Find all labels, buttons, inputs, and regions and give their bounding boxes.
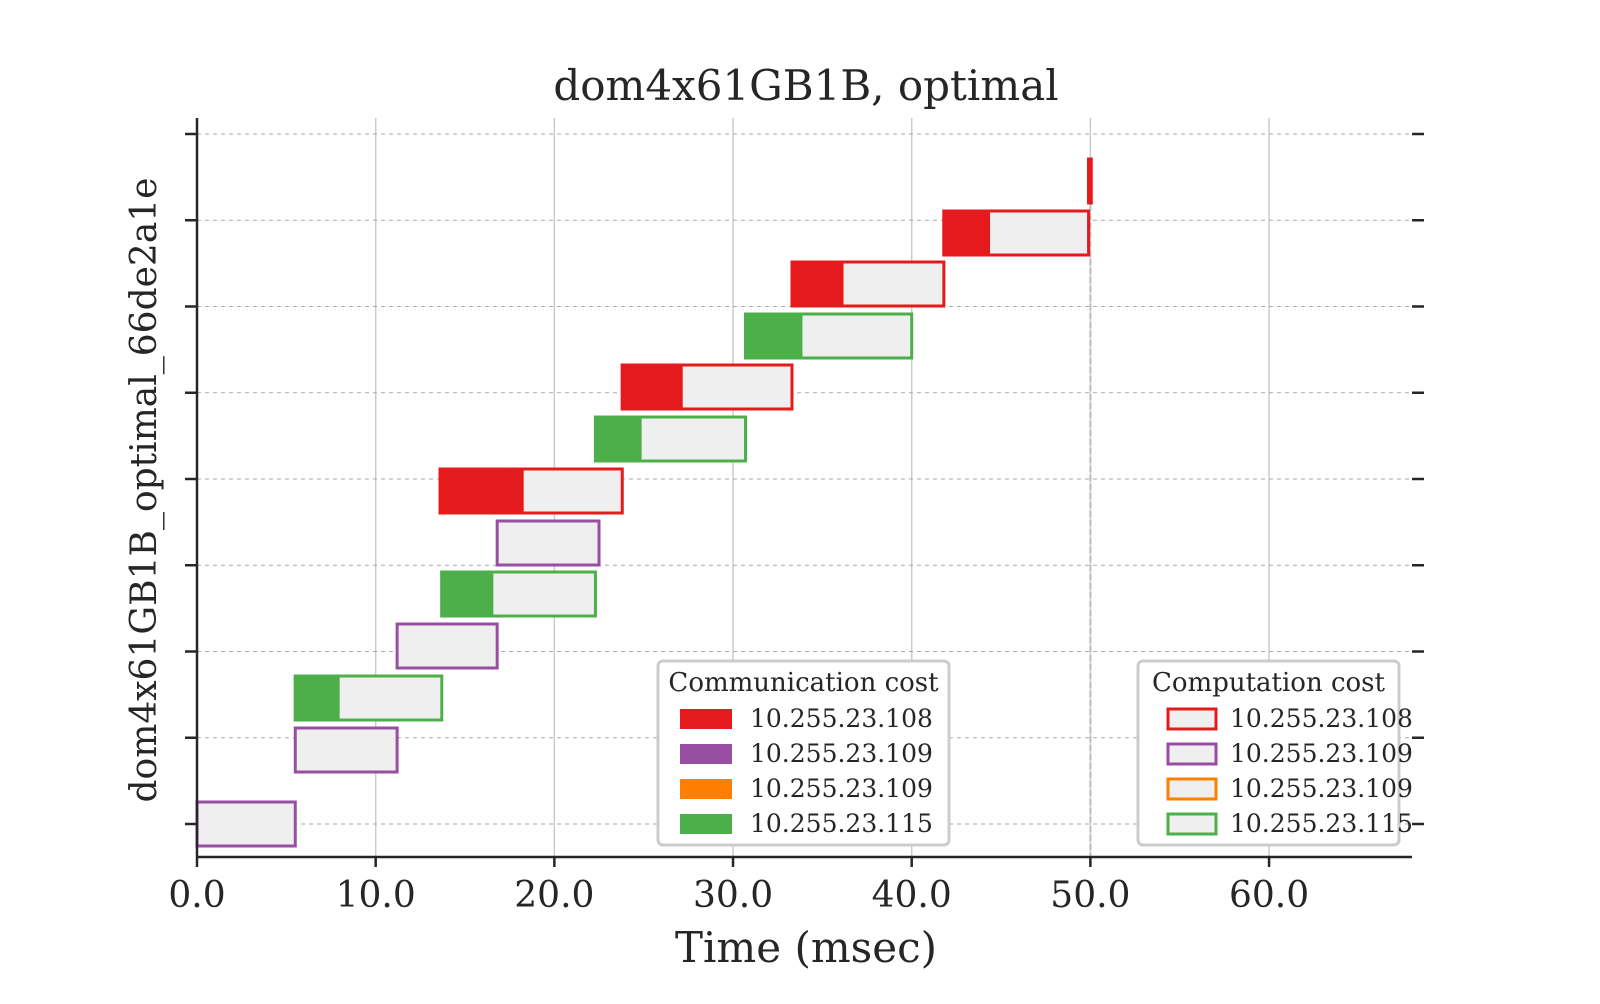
- communication-legend: Communication cost 10.255.23.108 10.255.23…: [656, 659, 951, 847]
- legend-entry-label: 10.255.23.115: [750, 809, 933, 838]
- x-tick-label: 40.0: [872, 875, 952, 916]
- x-tick-label: 30.0: [693, 875, 773, 916]
- communication-bar: [440, 570, 494, 618]
- legend-swatch: [1166, 742, 1218, 766]
- legend-title: Computation cost: [1152, 668, 1386, 698]
- communication-bar: [593, 415, 642, 463]
- legend-title: Communication cost: [668, 668, 939, 698]
- computation-bar: [293, 726, 399, 774]
- communication-bar: [620, 363, 683, 411]
- legend-swatch: [680, 814, 732, 834]
- legend-swatch: [680, 779, 732, 799]
- computation-bar: [495, 519, 601, 567]
- axes-layer: 0.0 10.0 20.0 30.0 40.0 50.0 60.0: [168, 118, 1424, 916]
- x-tick-label: 10.0: [336, 875, 416, 916]
- x-tick-label: 20.0: [514, 875, 594, 916]
- communication-bar: [942, 209, 991, 257]
- x-tick-label: 60.0: [1229, 875, 1309, 916]
- legend-swatch: [1166, 812, 1218, 836]
- legend-swatch: [680, 744, 732, 764]
- x-tick-label: 50.0: [1050, 875, 1130, 916]
- communication-bar: [1087, 157, 1092, 205]
- legend-entry-label: 10.255.23.109: [750, 739, 933, 768]
- legend-layer: Communication cost 10.255.23.108 10.255.23…: [656, 659, 1413, 847]
- chart-title: dom4x61GB1B, optimal: [553, 61, 1058, 110]
- computation-bar: [395, 622, 499, 670]
- legend-entry-label: 10.255.23.109: [750, 774, 933, 803]
- communication-bar: [744, 312, 803, 360]
- legend-entry-label: 10.255.23.108: [1230, 704, 1413, 733]
- legend-swatch: [1166, 777, 1218, 801]
- x-tick-label: 0.0: [168, 875, 225, 916]
- communication-bar: [293, 674, 340, 722]
- legend-entry-label: 10.255.23.109: [1230, 774, 1413, 803]
- legend-swatch: [680, 709, 732, 729]
- grid-layer: [197, 118, 1412, 857]
- communication-bar: [790, 260, 844, 308]
- computation-bar: [195, 800, 297, 848]
- legend-entry-label: 10.255.23.115: [1230, 809, 1413, 838]
- communication-bar: [438, 467, 524, 515]
- legend-entry-label: 10.255.23.109: [1230, 739, 1413, 768]
- legend-entry-label: 10.255.23.108: [750, 704, 933, 733]
- bars-layer: [195, 157, 1093, 848]
- legend-swatch: [1166, 707, 1218, 731]
- computation-legend: Computation cost 10.255.23.108 10.255.23.1…: [1136, 659, 1413, 847]
- y-axis-label: dom4x61GB1B_optimal_66de2a1e: [124, 178, 165, 803]
- x-axis-label: Time (msec): [675, 923, 937, 972]
